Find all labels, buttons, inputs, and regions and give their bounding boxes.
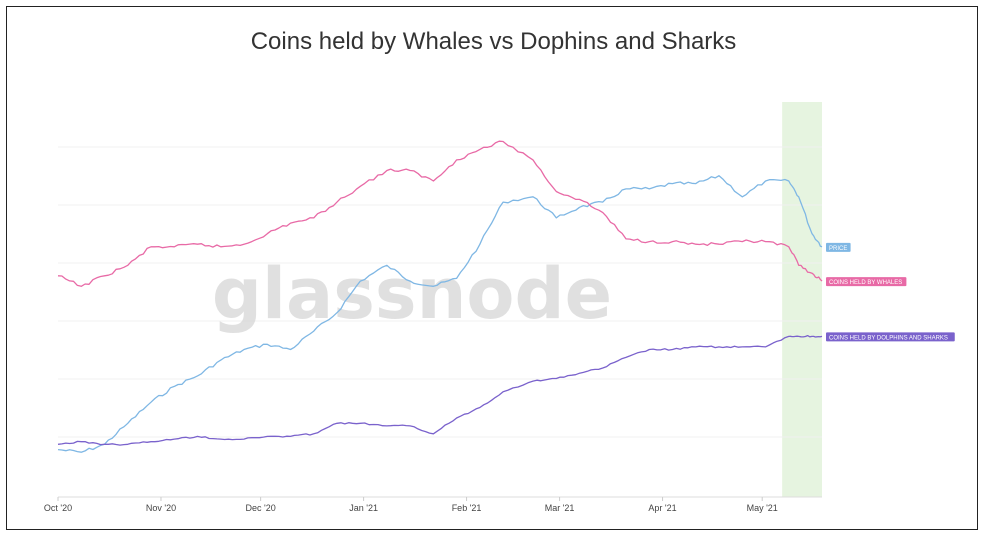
chart-title: Coins held by Whales vs Dophins and Shar…	[250, 28, 737, 55]
series-line-coins-held-by-whales	[57, 140, 823, 287]
series-label-text: COINS HELD BY WHALES	[829, 280, 902, 286]
x-tick-label: Jan '21	[349, 503, 378, 513]
series-label-bg	[826, 242, 851, 252]
x-tick-label: Dec '20	[246, 503, 276, 513]
watermark-text: glassnode	[212, 253, 612, 335]
series-label-coins-held-by-dolphins-and-sharks: COINS HELD BY DOLPHINS AND SHARKS	[826, 332, 955, 342]
x-tick-label: Feb '21	[452, 503, 482, 513]
x-tick-label: Oct '20	[44, 503, 72, 513]
series-line-price	[57, 175, 823, 453]
series-label-text: COINS HELD BY DOLPHINS AND SHARKS	[829, 335, 948, 341]
x-tick-label: Mar '21	[545, 503, 575, 513]
series-label-coins-held-by-whales: COINS HELD BY WHALES	[826, 277, 907, 287]
series-label-bg	[826, 332, 955, 342]
x-tick-label: May '21	[747, 503, 778, 513]
series-line-coins-held-by-dolphins-and-sharks	[57, 334, 823, 446]
x-tick-label: Apr '21	[648, 503, 676, 513]
series-label-bg	[826, 277, 907, 287]
series-label-price: PRICE	[826, 242, 851, 252]
highlight-band	[782, 102, 822, 497]
series-label-text: PRICE	[829, 246, 847, 252]
x-tick-label: Nov '20	[146, 503, 176, 513]
